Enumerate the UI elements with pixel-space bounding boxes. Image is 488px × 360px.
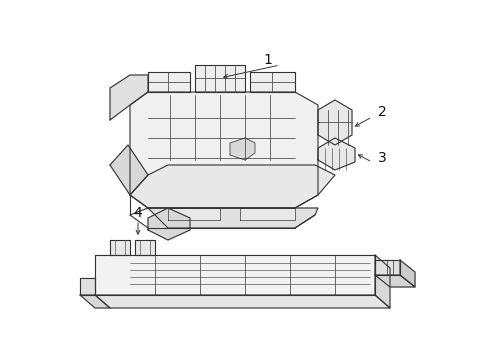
Polygon shape	[148, 208, 317, 228]
Polygon shape	[80, 295, 110, 308]
Polygon shape	[135, 240, 155, 255]
Text: 3: 3	[377, 151, 386, 165]
Polygon shape	[399, 260, 414, 287]
Polygon shape	[130, 92, 317, 208]
Polygon shape	[374, 260, 399, 275]
Polygon shape	[130, 165, 334, 208]
Polygon shape	[95, 255, 374, 295]
Polygon shape	[168, 208, 220, 220]
Text: 4: 4	[133, 206, 142, 220]
Polygon shape	[148, 72, 190, 92]
Polygon shape	[229, 138, 254, 160]
Polygon shape	[317, 138, 354, 170]
Polygon shape	[80, 278, 95, 295]
Polygon shape	[110, 240, 130, 255]
Text: 2: 2	[377, 105, 386, 119]
Polygon shape	[110, 145, 148, 195]
Polygon shape	[249, 72, 294, 92]
Polygon shape	[374, 275, 414, 287]
Text: 1: 1	[263, 53, 272, 67]
Polygon shape	[110, 75, 148, 120]
Polygon shape	[148, 208, 190, 240]
Polygon shape	[95, 295, 389, 308]
Polygon shape	[195, 65, 244, 92]
Polygon shape	[317, 100, 351, 145]
Polygon shape	[240, 208, 294, 220]
Polygon shape	[374, 255, 389, 308]
